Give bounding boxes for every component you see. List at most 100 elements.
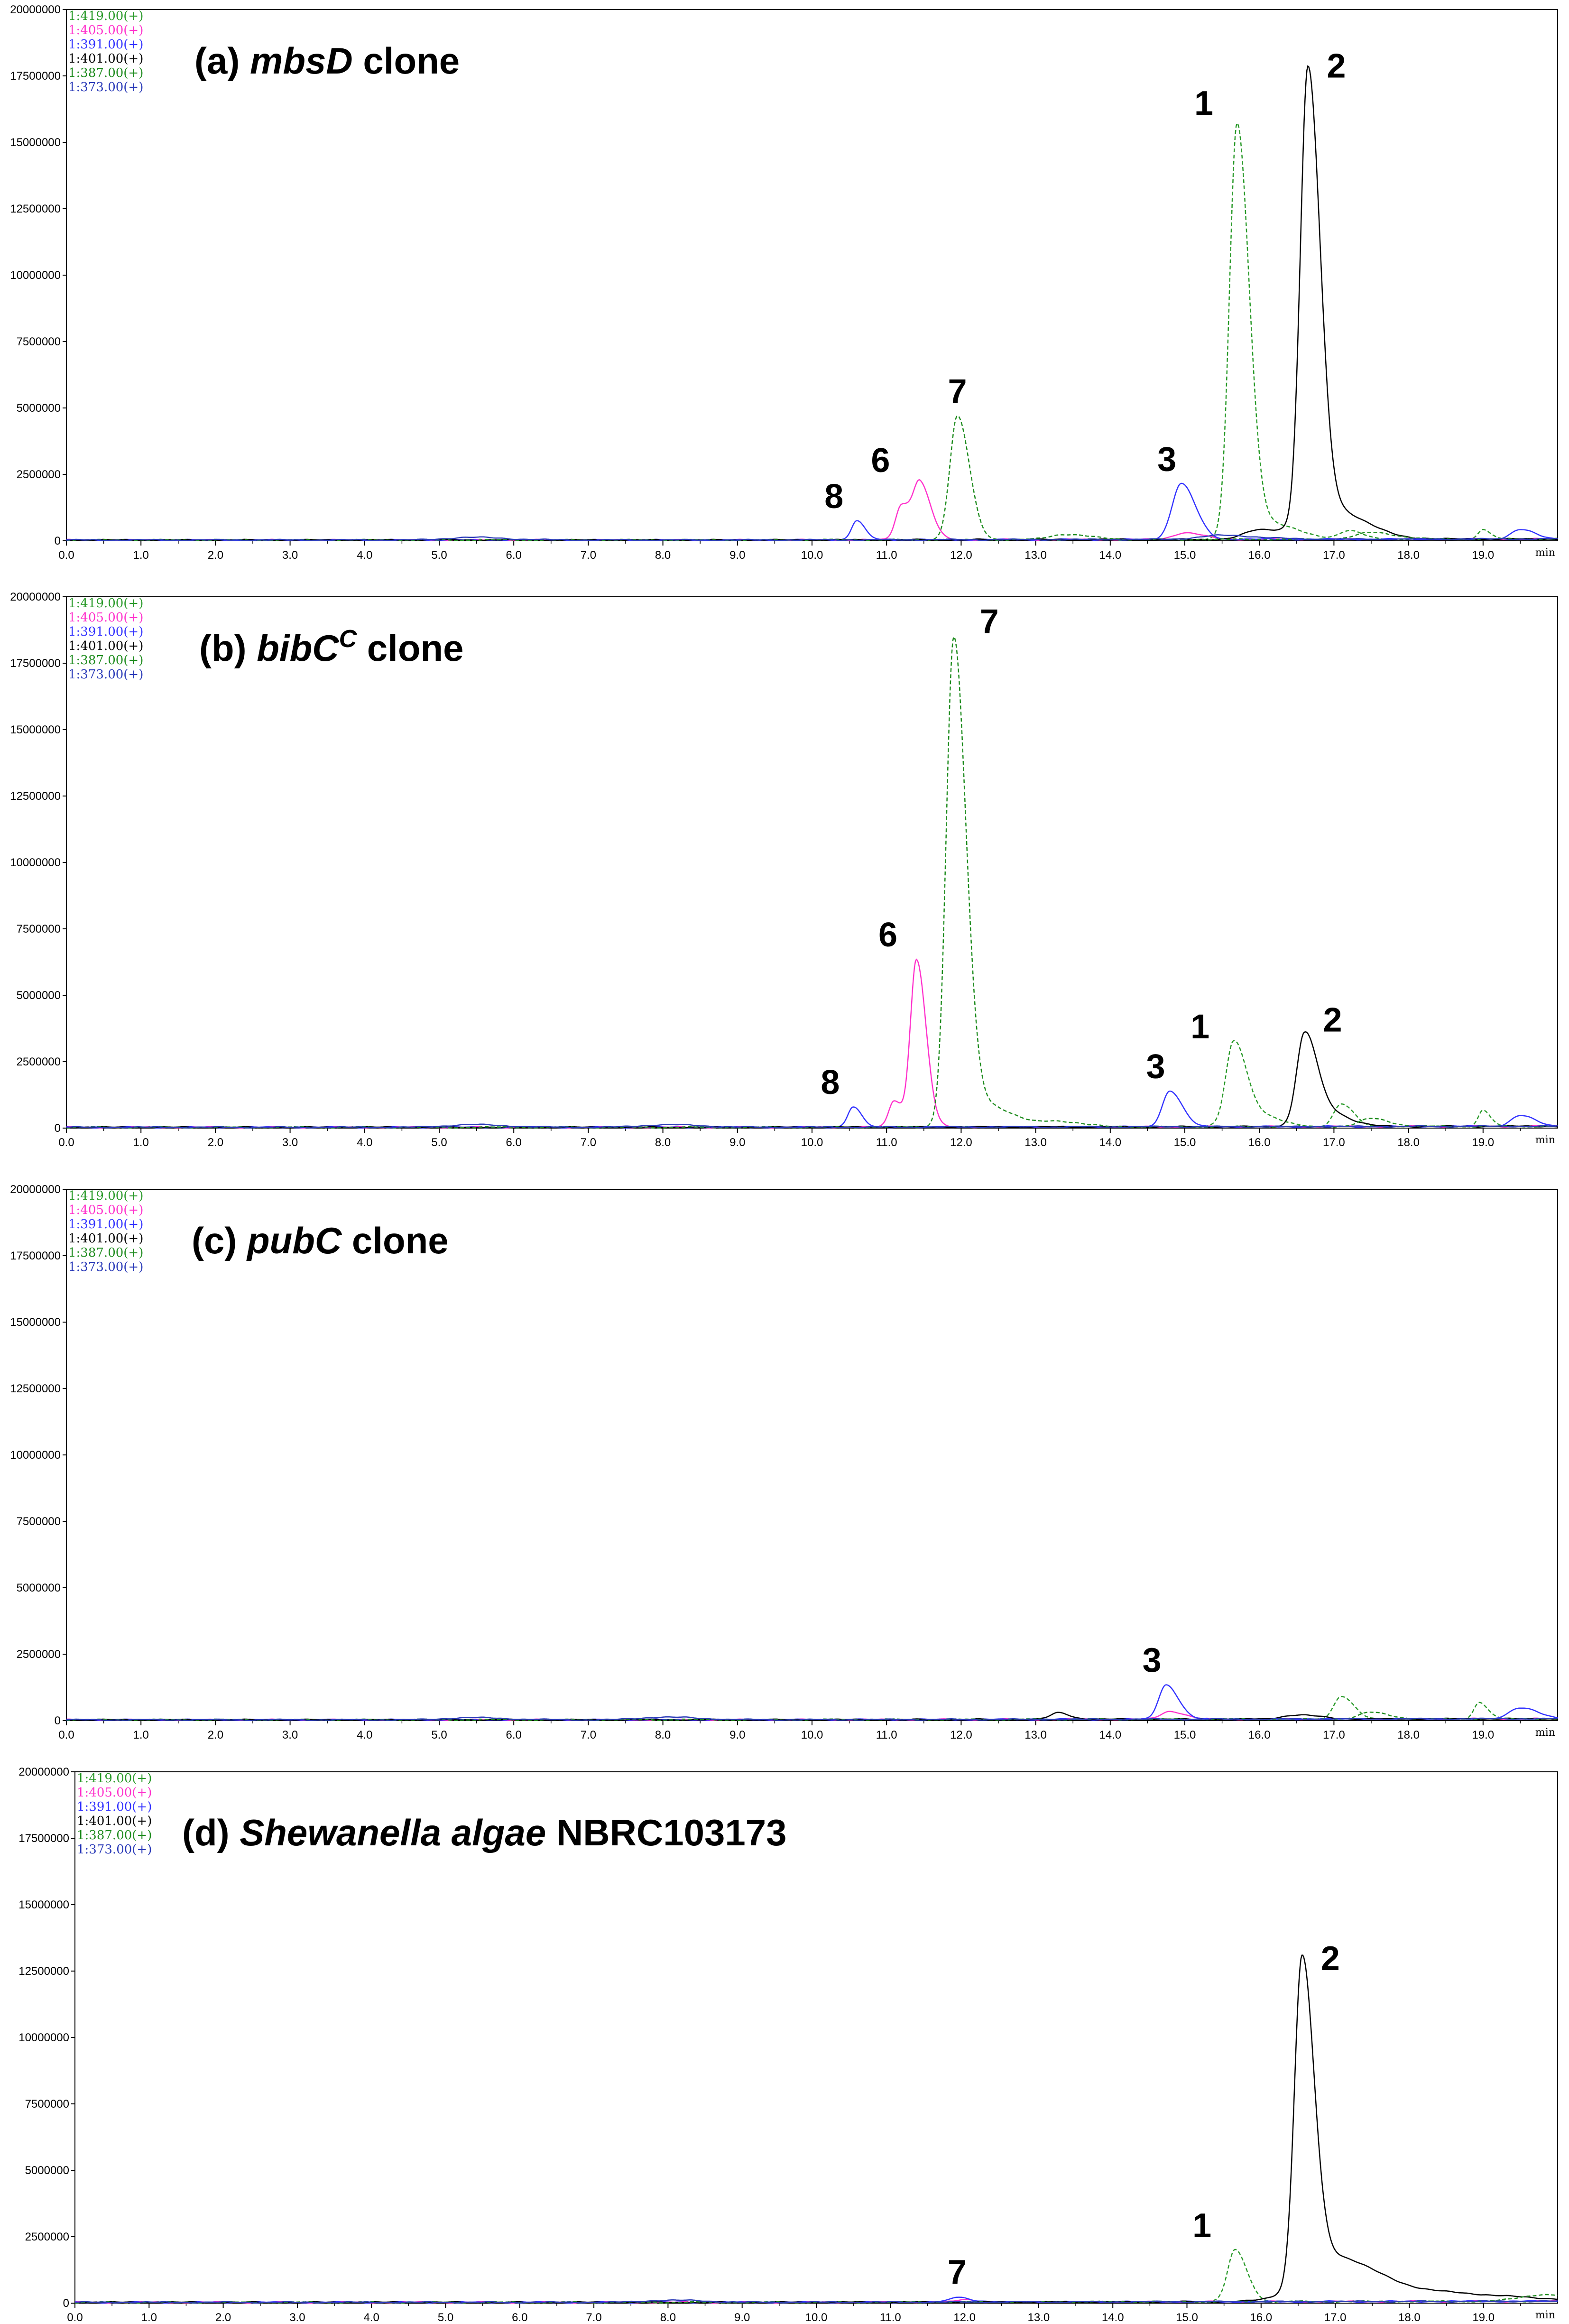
y-tick-label: 20000000 bbox=[10, 591, 61, 603]
x-tick-label: 10.0 bbox=[801, 549, 823, 562]
y-tick-label: 5000000 bbox=[17, 989, 61, 1002]
x-tick-label: 10.0 bbox=[801, 1729, 823, 1741]
legend-entry: 1:391.00(+) bbox=[68, 1217, 143, 1231]
x-tick-label: 18.0 bbox=[1397, 549, 1420, 562]
x-tick-label: 11.0 bbox=[876, 1729, 897, 1741]
peak-label: 1 bbox=[1191, 1008, 1209, 1046]
legend-entry: 1:401.00(+) bbox=[68, 1231, 143, 1246]
y-tick-label: 5000000 bbox=[17, 1582, 61, 1594]
legend-entry: 1:401.00(+) bbox=[68, 52, 143, 66]
x-tick-label: 1.0 bbox=[133, 1136, 149, 1149]
x-tick-label: 5.0 bbox=[431, 549, 447, 562]
x-tick-label: 8.0 bbox=[660, 2311, 676, 2324]
y-tick-label: 7500000 bbox=[17, 1515, 61, 1528]
x-tick-label: 5.0 bbox=[431, 1729, 447, 1741]
y-tick-label: 15000000 bbox=[10, 723, 61, 736]
panel-title-part: (a) bbox=[194, 40, 250, 82]
x-tick-label: 9.0 bbox=[729, 1729, 745, 1741]
peak-label: 7 bbox=[980, 602, 999, 640]
peak-label: 6 bbox=[878, 916, 897, 954]
x-axis-unit: min bbox=[1535, 1727, 1555, 1739]
x-tick-label: 6.0 bbox=[506, 549, 522, 562]
x-tick-label: 11.0 bbox=[876, 549, 897, 562]
y-tick-label: 17500000 bbox=[10, 70, 61, 83]
series-trace bbox=[74, 1954, 1558, 2304]
legend-entry: 1:419.00(+) bbox=[68, 9, 143, 23]
x-tick-label: 6.0 bbox=[506, 1136, 522, 1149]
x-tick-label: 15.0 bbox=[1174, 1136, 1196, 1149]
x-tick-label: 16.0 bbox=[1248, 549, 1271, 562]
panel-title: (b) bibCC clone bbox=[199, 625, 464, 669]
x-tick-label: 4.0 bbox=[357, 1136, 372, 1149]
x-axis-unit: min bbox=[1535, 1134, 1555, 1146]
series-trace bbox=[74, 2299, 1558, 2304]
x-tick-label: 2.0 bbox=[208, 1136, 223, 1149]
series-trace bbox=[74, 2249, 1558, 2304]
legend-entry: 1:401.00(+) bbox=[68, 639, 143, 653]
y-tick-label: 7500000 bbox=[25, 2098, 69, 2111]
x-tick-label: 5.0 bbox=[438, 2311, 453, 2324]
x-tick-label: 13.0 bbox=[1028, 2311, 1050, 2324]
series-trace bbox=[66, 1716, 1558, 1721]
y-tick-label: 20000000 bbox=[10, 1183, 61, 1196]
legend-entry: 1:387.00(+) bbox=[68, 66, 143, 80]
x-tick-label: 19.0 bbox=[1472, 1729, 1494, 1741]
x-tick-label: 6.0 bbox=[506, 1729, 522, 1741]
x-tick-label: 3.0 bbox=[282, 1136, 298, 1149]
y-tick-label: 5000000 bbox=[17, 402, 61, 415]
x-tick-label: 4.0 bbox=[357, 1729, 372, 1741]
y-tick-label: 5000000 bbox=[25, 2164, 69, 2177]
series-trace bbox=[66, 534, 1558, 541]
legend-entry: 1:419.00(+) bbox=[68, 596, 143, 611]
x-tick-label: 8.0 bbox=[655, 1729, 671, 1741]
x-tick-label: 14.0 bbox=[1099, 1729, 1121, 1741]
legend-entry: 1:405.00(+) bbox=[68, 611, 143, 625]
x-tick-label: 4.0 bbox=[364, 2311, 379, 2324]
peak-label: 2 bbox=[1327, 47, 1346, 85]
series-trace bbox=[66, 1684, 1558, 1721]
x-tick-label: 8.0 bbox=[655, 549, 671, 562]
x-tick-label: 9.0 bbox=[729, 1136, 745, 1149]
x-tick-label: 6.0 bbox=[512, 2311, 527, 2324]
x-tick-label: 13.0 bbox=[1024, 549, 1047, 562]
x-tick-label: 12.0 bbox=[953, 2311, 976, 2324]
y-tick-label: 2500000 bbox=[17, 468, 61, 481]
y-tick-label: 17500000 bbox=[10, 1250, 61, 1262]
series-trace bbox=[66, 1695, 1558, 1721]
x-tick-label: 17.0 bbox=[1323, 1729, 1345, 1741]
peak-label: 1 bbox=[1192, 2207, 1211, 2245]
x-tick-label: 17.0 bbox=[1323, 549, 1345, 562]
panel-title: (d) Shewanella algae NBRC103173 bbox=[182, 1812, 787, 1853]
legend-entry: 1:373.00(+) bbox=[77, 1843, 152, 1857]
x-tick-label: 0.0 bbox=[58, 1136, 74, 1149]
legend-entry: 1:373.00(+) bbox=[68, 1260, 143, 1274]
y-tick-label: 12500000 bbox=[10, 790, 61, 803]
y-tick-label: 10000000 bbox=[10, 1449, 61, 1462]
series-trace bbox=[66, 479, 1558, 541]
panel-title-part: NBRC103173 bbox=[546, 1812, 786, 1853]
panel-title-part: (d) bbox=[182, 1812, 240, 1853]
x-tick-label: 7.0 bbox=[581, 1136, 596, 1149]
x-tick-label: 18.0 bbox=[1398, 2311, 1421, 2324]
x-tick-label: 18.0 bbox=[1397, 1729, 1420, 1741]
legend-entry: 1:373.00(+) bbox=[68, 80, 143, 94]
x-tick-label: 11.0 bbox=[876, 1136, 897, 1149]
legend-entry: 1:373.00(+) bbox=[68, 667, 143, 682]
y-tick-label: 17500000 bbox=[18, 1832, 69, 1845]
chart-panel-2: 2000000017500000150000001250000010000000… bbox=[10, 591, 1558, 1149]
series-trace bbox=[66, 1040, 1558, 1129]
x-tick-label: 3.0 bbox=[282, 549, 298, 562]
peak-label: 8 bbox=[821, 1064, 840, 1102]
x-tick-label: 14.0 bbox=[1099, 549, 1121, 562]
x-tick-label: 17.0 bbox=[1324, 2311, 1347, 2324]
x-tick-label: 0.0 bbox=[67, 2311, 83, 2324]
series-trace bbox=[66, 1090, 1558, 1129]
panel-title-part: clone bbox=[353, 40, 460, 82]
x-tick-label: 10.0 bbox=[801, 1136, 823, 1149]
y-tick-label: 17500000 bbox=[10, 657, 61, 670]
x-tick-label: 18.0 bbox=[1397, 1136, 1420, 1149]
y-tick-label: 15000000 bbox=[18, 1898, 69, 1911]
y-tick-label: 10000000 bbox=[10, 269, 61, 282]
y-tick-label: 12500000 bbox=[10, 1382, 61, 1395]
